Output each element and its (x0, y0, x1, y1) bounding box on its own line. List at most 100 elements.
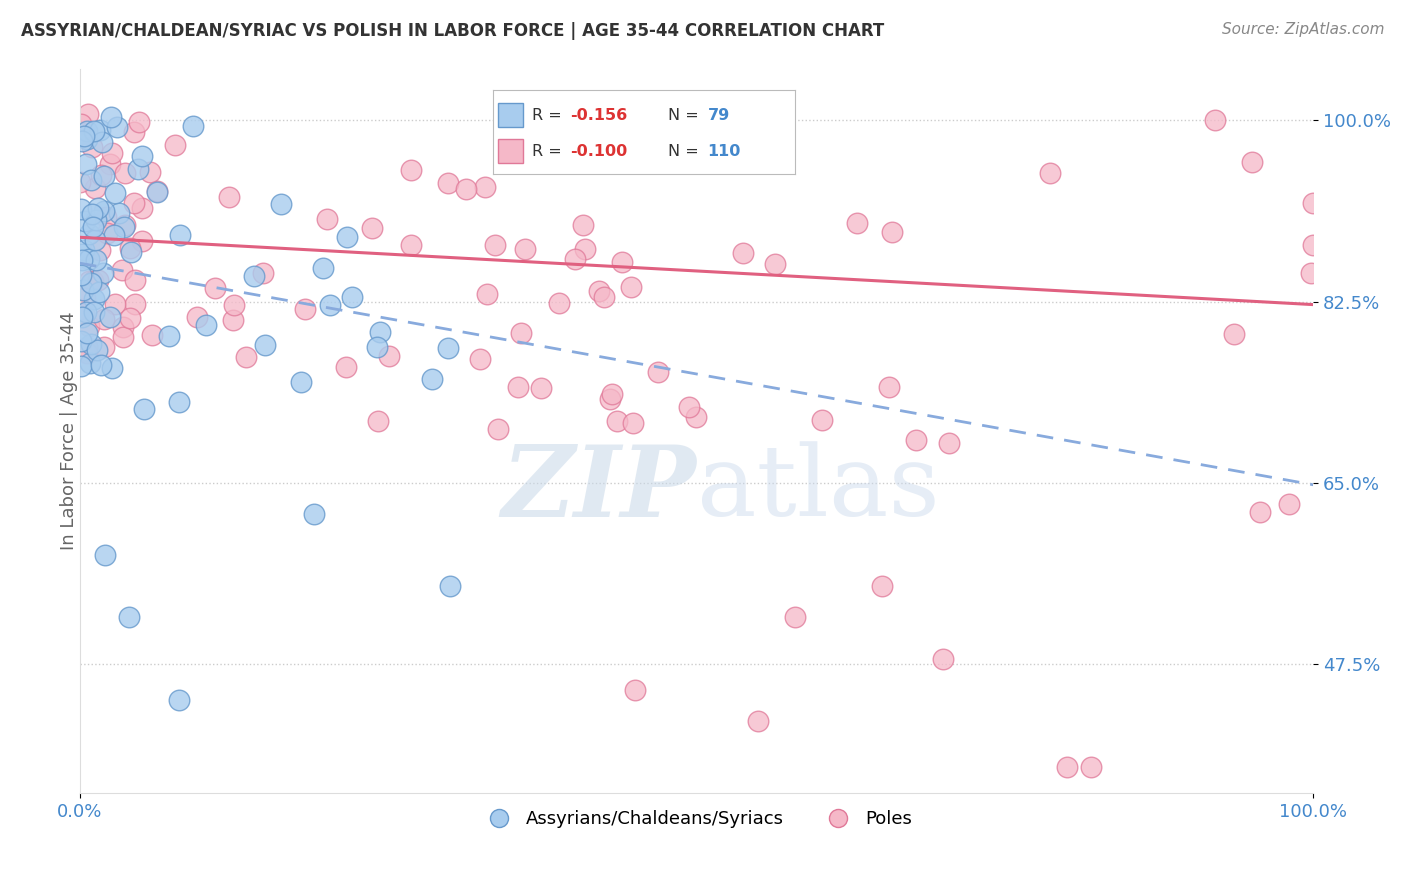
Point (94, 211, 117, 225)
Point (678, 401, 700, 415)
Point (811, 413, 834, 427)
Point (1223, 326, 1246, 341)
Point (111, 330, 134, 344)
Point (120, 241, 142, 255)
Point (1056, 760, 1078, 774)
Point (89, 169, 111, 183)
Point (69, 175, 91, 189)
Point (685, 410, 707, 425)
Point (118, 610, 141, 624)
Point (112, 220, 135, 235)
Point (91, 266, 114, 280)
Point (564, 252, 586, 267)
Point (252, 266, 274, 280)
Point (336, 230, 359, 244)
Point (938, 435, 960, 450)
Point (83, 305, 105, 319)
Point (76, 340, 98, 354)
Point (846, 216, 869, 230)
Point (270, 197, 292, 211)
Point (114, 166, 136, 180)
Point (82, 274, 104, 288)
Point (163, 138, 186, 153)
Point (1249, 505, 1271, 519)
Point (167, 693, 190, 707)
Point (131, 148, 153, 162)
Point (82, 207, 104, 221)
Point (80, 140, 103, 154)
Point (100, 361, 122, 376)
Point (146, 184, 169, 198)
Point (456, 182, 478, 196)
Point (84, 213, 107, 227)
Point (93, 340, 115, 354)
Point (69, 302, 91, 317)
Point (70, 334, 93, 348)
Point (76, 326, 98, 340)
Point (510, 326, 533, 340)
Point (82, 220, 104, 235)
Point (593, 290, 616, 304)
Point (122, 195, 145, 210)
Point (506, 379, 529, 393)
Point (647, 365, 669, 379)
Point (340, 290, 363, 304)
Point (600, 387, 623, 401)
Point (367, 413, 389, 427)
Point (870, 579, 893, 593)
Point (167, 394, 190, 409)
Point (134, 402, 156, 417)
Point (93, 548, 115, 562)
Point (76, 124, 98, 138)
Point (437, 341, 460, 355)
Point (93, 169, 115, 184)
Point (572, 218, 595, 232)
Point (319, 298, 342, 312)
Point (75, 157, 97, 171)
Point (86, 343, 108, 358)
Point (366, 340, 388, 354)
Point (222, 312, 245, 326)
Point (439, 579, 461, 593)
Point (169, 227, 191, 242)
Point (477, 287, 499, 301)
Point (1039, 166, 1062, 180)
Point (312, 260, 335, 275)
Point (73, 307, 96, 321)
Point (122, 125, 145, 139)
Point (1301, 266, 1323, 280)
Point (124, 273, 146, 287)
Point (105, 120, 128, 135)
Point (139, 165, 162, 179)
Point (1080, 760, 1102, 774)
Point (243, 269, 266, 284)
Point (98, 157, 121, 171)
Point (70, 247, 93, 261)
Point (620, 280, 643, 294)
Point (254, 338, 277, 352)
Point (131, 201, 153, 215)
Point (69, 268, 91, 282)
Point (437, 176, 460, 190)
Point (1302, 196, 1324, 211)
Point (101, 145, 124, 160)
Point (486, 422, 509, 436)
Point (470, 352, 492, 367)
Point (112, 320, 135, 334)
Point (785, 610, 807, 624)
Point (83, 292, 105, 306)
Point (606, 414, 628, 428)
Point (72, 283, 94, 297)
Point (93, 204, 115, 219)
Point (84, 181, 107, 195)
Point (128, 114, 150, 128)
Point (79, 252, 101, 266)
Point (574, 242, 596, 256)
Legend: Assyrians/Chaldeans/Syriacs, Poles: Assyrians/Chaldeans/Syriacs, Poles (474, 803, 920, 835)
Point (1278, 498, 1301, 512)
Point (141, 327, 163, 342)
Point (80, 173, 103, 187)
Point (195, 318, 218, 332)
Point (100, 111, 122, 125)
Point (73, 128, 96, 143)
